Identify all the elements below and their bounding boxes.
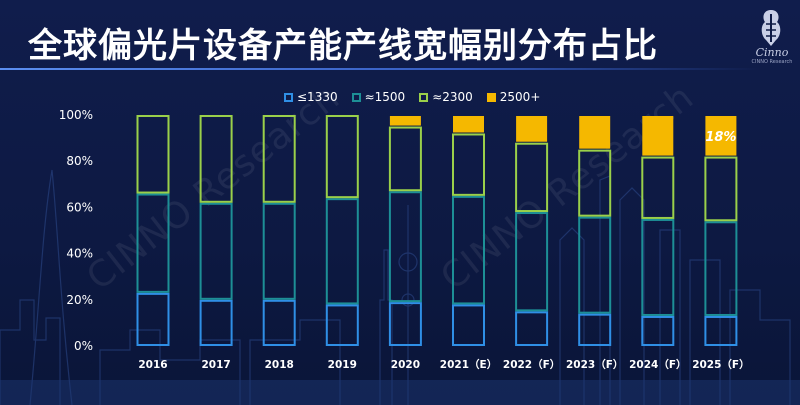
bar-segment xyxy=(452,195,485,305)
bar-segment xyxy=(452,304,485,347)
y-tick-label: 100% xyxy=(59,108,93,122)
legend-item-2500plus: 2500+ xyxy=(486,90,541,104)
page-title: 全球偏光片设备产能产线宽幅别分布占比 xyxy=(28,26,658,66)
bar-segment xyxy=(262,115,296,203)
bar-segment xyxy=(325,115,359,199)
legend-swatch-2300 xyxy=(419,92,429,102)
bar-segment xyxy=(515,311,549,347)
x-tick-label: 2017 xyxy=(201,359,230,371)
x-tick-label: 2022（F） xyxy=(503,358,560,371)
x-tick-label: 2018 xyxy=(265,359,294,371)
bar-segment xyxy=(642,116,674,156)
bar-segment xyxy=(262,299,296,346)
bar-segment xyxy=(515,212,549,312)
legend-swatch-1330 xyxy=(284,92,293,102)
legend-swatch-1500 xyxy=(351,92,361,102)
bar-segment xyxy=(705,116,737,156)
bar-segment xyxy=(641,156,675,219)
bar-segment xyxy=(136,193,170,293)
x-tick-label: 2021（E） xyxy=(440,358,497,371)
bar-segment xyxy=(199,299,233,346)
legend-item-2300: ≈2300 xyxy=(419,90,473,104)
bar-segment xyxy=(578,313,612,347)
x-tick-label: 2023（F） xyxy=(566,358,623,371)
legend-label-1330: ≤1330 xyxy=(297,90,338,104)
bar-segment xyxy=(262,202,296,300)
bar-segment xyxy=(452,133,485,196)
logo-wordmark: Cinno xyxy=(755,46,789,59)
x-tick-label: 2020 xyxy=(391,359,420,371)
legend-item-1330: ≤1330 xyxy=(284,90,338,104)
title-underline xyxy=(0,68,760,70)
x-tick-label: 2016 xyxy=(138,359,167,371)
bar-segment xyxy=(641,218,675,316)
y-tick-label: 20% xyxy=(66,293,93,307)
bar-segment xyxy=(516,116,548,142)
bar-segment xyxy=(136,292,170,346)
bar-segment xyxy=(388,302,422,346)
x-tick-label: 2025（F） xyxy=(692,358,749,371)
data-label-annotation: 18% xyxy=(705,130,736,145)
bar-segment xyxy=(453,116,484,133)
bar-segment xyxy=(515,142,549,213)
bar-segment xyxy=(199,115,233,203)
bar-segment xyxy=(388,126,422,192)
cinno-logo-icon xyxy=(761,10,781,46)
bar-segment xyxy=(136,115,170,194)
bar-segment xyxy=(388,191,422,303)
bar-segment xyxy=(389,116,421,126)
legend-label-2500plus: 2500+ xyxy=(499,90,541,104)
bar-segment xyxy=(704,221,738,316)
bar-segment xyxy=(579,116,611,149)
bar-segment xyxy=(704,315,738,347)
bar-segment xyxy=(325,198,359,305)
bar-segment xyxy=(325,304,359,347)
x-tick-label: 2024（F） xyxy=(629,358,686,371)
y-tick-label: 80% xyxy=(66,154,93,168)
bar-segment xyxy=(199,202,233,300)
y-tick-label: 0% xyxy=(74,339,93,353)
x-tick-label: 2019 xyxy=(328,359,357,371)
logo-tagline: CINNO Research xyxy=(751,59,793,65)
legend-swatch-2500plus xyxy=(486,92,496,102)
bar-segment xyxy=(704,156,738,222)
bar-segment xyxy=(578,216,612,314)
y-tick-label: 40% xyxy=(66,247,93,261)
legend-label-1500: ≈1500 xyxy=(364,90,406,104)
legend-label-2300: ≈2300 xyxy=(432,90,473,104)
y-tick-label: 60% xyxy=(66,200,93,214)
legend-item-1500: ≈1500 xyxy=(351,90,406,104)
chart-legend: ≤1330 ≈1500 ≈2300 2500+ xyxy=(284,88,540,106)
bar-segment xyxy=(641,315,675,347)
bar-segment xyxy=(578,149,612,217)
